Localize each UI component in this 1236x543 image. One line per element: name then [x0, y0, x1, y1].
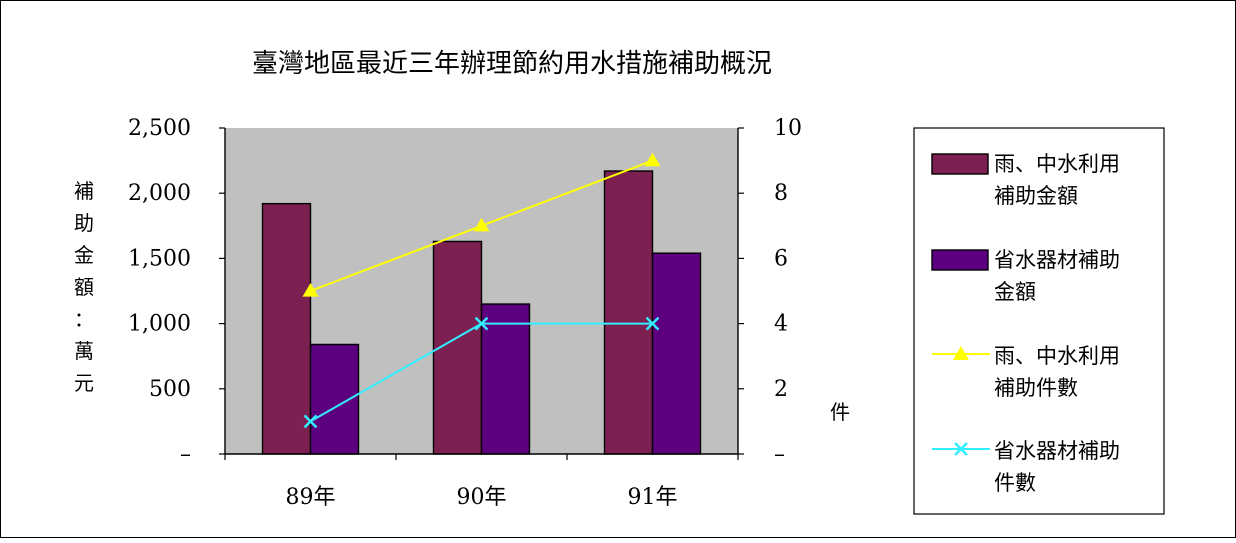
bar-1-91年	[603, 170, 654, 455]
bar-2-90年	[480, 303, 531, 455]
legend-label-1: 雨、中水利用	[994, 152, 1120, 176]
bar-1-89年	[261, 202, 312, 455]
bar-2-91年	[651, 252, 702, 455]
chart-title: 臺灣地區最近三年辦理節約用水措施補助概況	[252, 49, 772, 79]
legend-box	[913, 127, 1165, 515]
line-2-point-90年	[474, 316, 489, 331]
left-tick-label: 1,000	[128, 312, 191, 337]
bar-1-90年	[432, 240, 483, 455]
line-2-point-91年	[645, 316, 660, 331]
x-tick-label: 90年	[457, 485, 507, 510]
line-1-point-91年	[644, 152, 661, 167]
legend-swatch-2	[931, 249, 989, 271]
bar-2-89年	[309, 343, 360, 455]
y-axis-left-label: 補助金額 ： 萬元	[74, 179, 94, 395]
y-axis-left-char: 萬	[74, 339, 94, 363]
line-1-point-90年	[473, 217, 490, 232]
y-axis-left-char: ：	[74, 307, 94, 331]
legend-label-3: 雨、中水利用	[994, 344, 1120, 368]
right-tick-label: 2	[774, 377, 788, 402]
right-tick-label: 10	[774, 116, 802, 141]
x-tick-label: 89年	[286, 485, 336, 510]
x-marker-stroke	[645, 316, 660, 331]
right-tick-label: –	[774, 442, 785, 467]
legend-label-2: 省水器材補助	[994, 248, 1120, 272]
y-axis-left-char: 助	[74, 211, 94, 235]
y-axis-left-char: 額	[74, 275, 94, 299]
x-marker-stroke	[474, 316, 489, 331]
left-tick-label: –	[180, 442, 191, 467]
x-marker-stroke	[954, 442, 968, 456]
line-1-point-89年	[302, 283, 319, 297]
legend-label-4: 省水器材補助	[994, 439, 1120, 463]
right-tick-label: 4	[774, 312, 788, 337]
x-tick-label: 91年	[628, 485, 678, 510]
line-2-point-89年	[303, 414, 318, 429]
legend-marker-4	[954, 442, 968, 456]
legend-swatch-1	[931, 153, 989, 175]
y-axis-left-char: 補	[74, 179, 94, 203]
legend-label-1: 補助金額	[994, 184, 1078, 208]
left-tick-label: 500	[149, 377, 191, 402]
legend-marker-3	[953, 346, 969, 360]
left-tick-label: 1,500	[128, 246, 191, 271]
left-tick-label: 2,000	[128, 181, 191, 206]
y-axis-left-char: 元	[74, 371, 94, 395]
legend-label-2: 金額	[994, 280, 1036, 304]
legend-label-4: 件數	[994, 471, 1036, 495]
right-tick-label: 8	[774, 181, 788, 206]
legend-label-3: 補助件數	[994, 376, 1078, 400]
x-marker-stroke	[303, 414, 318, 429]
y-axis-right-label: 件	[830, 400, 850, 424]
right-tick-label: 6	[774, 246, 788, 271]
left-tick-label: 2,500	[128, 116, 191, 141]
y-axis-left-char: 金	[74, 243, 94, 267]
